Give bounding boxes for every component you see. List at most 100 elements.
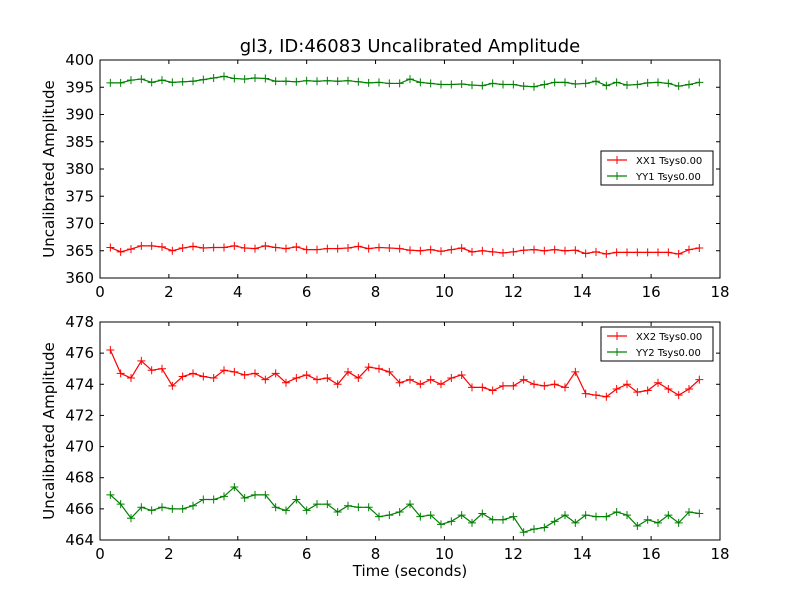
data-point [127, 374, 135, 383]
data-point [333, 507, 342, 516]
x-tick-label: 0 [95, 283, 105, 301]
data-point [478, 509, 487, 518]
data-point [282, 77, 290, 86]
data-point [468, 247, 476, 256]
data-point [261, 490, 270, 499]
data-point [199, 244, 208, 253]
data-point [406, 246, 414, 255]
y-tick-label: 370 [65, 215, 94, 233]
data-point [116, 369, 125, 378]
data-point [695, 509, 704, 518]
data-point [654, 248, 662, 257]
x-tick-label: 8 [371, 283, 381, 301]
data-point [209, 73, 218, 82]
data-point [581, 79, 590, 88]
data-point [447, 374, 456, 383]
data-point [478, 246, 487, 255]
data-point [488, 79, 497, 88]
data-point [695, 244, 704, 253]
legend-marker [613, 332, 621, 340]
y-tick-label: 478 [65, 313, 94, 331]
data-point [282, 506, 290, 515]
data-point [457, 511, 466, 520]
data-point [416, 78, 425, 87]
data-point [550, 380, 559, 389]
data-point [354, 77, 363, 86]
data-point [292, 242, 301, 251]
data-point [581, 249, 590, 258]
data-point [313, 77, 321, 86]
legend-marker [613, 348, 621, 356]
legend: XX2 Tsys0.00 YY2 Tsys0.00 [600, 326, 714, 362]
data-point [457, 244, 466, 253]
data-point [592, 391, 600, 400]
data-point [158, 76, 166, 85]
data-point [364, 78, 373, 87]
data-point [302, 76, 311, 85]
data-point [488, 386, 497, 395]
data-point [375, 364, 383, 373]
y-tick-label: 472 [65, 406, 94, 424]
y-tick-label: 468 [65, 469, 94, 487]
data-point [147, 78, 156, 87]
data-point [354, 374, 363, 383]
x-tick-label: 6 [302, 283, 312, 301]
data-point [643, 515, 652, 524]
y-tick-label: 400 [65, 51, 94, 69]
data-point [178, 77, 187, 86]
data-point [116, 247, 125, 256]
data-point [426, 375, 435, 384]
data-point [240, 244, 249, 253]
data-point [406, 375, 414, 384]
data-point [137, 503, 146, 512]
data-point [395, 79, 404, 88]
data-point [478, 81, 487, 90]
data-point [550, 517, 559, 526]
legend-label: XX2 Tsys0.00 [636, 332, 702, 343]
data-point [189, 369, 197, 378]
data-point [654, 78, 662, 87]
data-point [643, 78, 652, 87]
data-point [158, 364, 166, 373]
y-tick-label: 470 [65, 438, 94, 456]
data-point [333, 244, 342, 253]
data-point [323, 374, 332, 383]
data-point [612, 507, 621, 516]
data-point [344, 501, 352, 510]
data-point [395, 378, 404, 387]
data-point [643, 248, 652, 257]
data-point [612, 78, 621, 87]
data-point [168, 504, 177, 513]
data-point [292, 77, 301, 86]
data-point [550, 245, 559, 254]
legend-box [600, 326, 714, 362]
data-point [313, 500, 321, 509]
data-point [468, 383, 476, 392]
data-point [354, 242, 363, 251]
data-point [354, 503, 363, 512]
data-point [147, 366, 156, 375]
legend: XX1 Tsys0.00 YY1 Tsys0.00 [600, 150, 714, 186]
data-point [385, 511, 394, 520]
data-point [633, 80, 642, 89]
data-point [323, 76, 332, 85]
x-tick-label: 14 [573, 283, 592, 301]
data-point [623, 511, 631, 520]
data-point [127, 245, 135, 254]
data-point [623, 81, 631, 90]
data-point [292, 495, 301, 504]
data-point [519, 375, 528, 384]
y-tick-label: 365 [65, 242, 94, 260]
data-point [261, 74, 270, 83]
data-point [561, 78, 569, 87]
y-axis-label: Uncalibrated Amplitude [40, 80, 58, 257]
legend-marker [613, 172, 621, 180]
data-point [251, 369, 259, 378]
data-point [602, 81, 611, 90]
data-point [323, 244, 332, 253]
data-point [685, 245, 693, 254]
y-tick-label: 385 [65, 133, 94, 151]
data-point [581, 511, 590, 520]
data-point [437, 247, 445, 256]
data-point [282, 244, 290, 253]
